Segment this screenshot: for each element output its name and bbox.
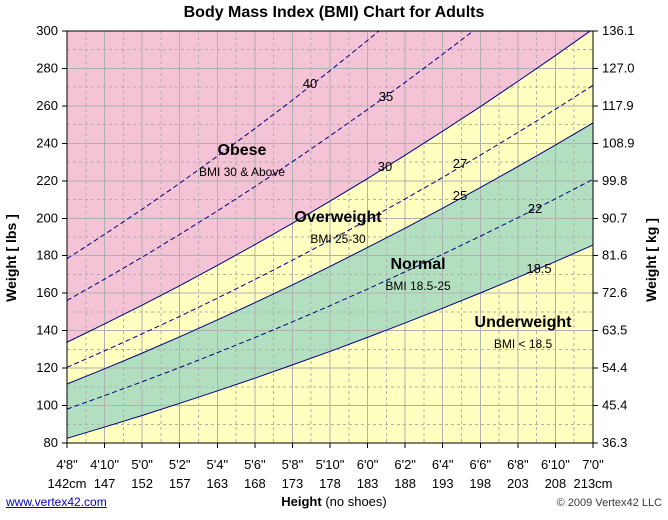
y-axis-title-lbs: Weight [ lbs ] (3, 214, 19, 302)
y-tick-label-lbs: 160 (36, 285, 58, 300)
x-axis-title-bold: Height (281, 494, 322, 509)
bmi-line-22 (66, 178, 594, 410)
bmi-line-35 (66, 30, 474, 301)
zone-sublabel-underweight: BMI < 18.5 (494, 337, 553, 351)
x-tick-label-cm: 188 (394, 476, 416, 491)
x-tick-label-ft: 5'4" (207, 457, 229, 472)
y-tick-label-lbs: 180 (36, 248, 58, 263)
x-tick-label-cm: 147 (94, 476, 116, 491)
y-tick-label-lbs: 120 (36, 360, 58, 375)
bmi-line-labels: 40 35 30 27 25 22 18.5 (303, 76, 552, 276)
x-tick-label-ft: 6'8" (507, 457, 529, 472)
y-tick-label-kg: 63.5 (602, 323, 627, 338)
zone-label-overweight: Overweight (294, 209, 382, 226)
tick-marks (62, 30, 598, 448)
x-tick-label-ft: 6'2" (394, 457, 416, 472)
y-tick-label-lbs: 100 (36, 398, 58, 413)
x-tick-label-ft: 4'8" (56, 457, 78, 472)
gridlines (67, 31, 593, 443)
y-tick-label-lbs: 300 (36, 23, 58, 38)
y-tick-label-kg: 136.1 (602, 23, 635, 38)
y-tick-label-kg: 45.4 (602, 398, 627, 413)
x-tick-label-ft: 5'0" (131, 457, 153, 472)
bmi-line-label-18-5: 18.5 (526, 261, 551, 276)
y-tick-label-kg: 99.8 (602, 173, 627, 188)
x-tick-label-cm: 193 (432, 476, 454, 491)
bmi-line-label-22: 22 (528, 201, 542, 216)
zone-sublabel-overweight: BMI 25-30 (310, 232, 366, 246)
zone-label-obese: Obese (218, 142, 267, 159)
vertex42-link[interactable]: www.vertex42.com (6, 495, 107, 509)
copyright-text: © 2009 Vertex42 LLC (556, 497, 662, 509)
bmi-line-label-30: 30 (378, 159, 392, 174)
x-tick-label-cm: 208 (545, 476, 567, 491)
zone-labels: Obese BMI 30 & Above Overweight BMI 25-30 No… (199, 142, 572, 351)
y-tick-label-kg: 117.9 (602, 98, 634, 113)
x-tick-label-cm: 152 (131, 476, 153, 491)
bmi-line-25 (66, 122, 594, 385)
x-tick-label-ft: 6'4" (432, 457, 454, 472)
y-tick-label-lbs: 220 (36, 173, 58, 188)
bmi-line-label-35: 35 (379, 89, 393, 104)
x-tick-label-cm: 168 (244, 476, 266, 491)
y-tick-label-lbs: 140 (36, 323, 58, 338)
x-tick-label-cm: 198 (469, 476, 491, 491)
x-tick-label-cm: 183 (357, 476, 379, 491)
x-axis-title-normal: (no shoes) (321, 494, 387, 509)
x-tick-label-ft: 6'0" (357, 457, 379, 472)
y-tick-label-lbs: 280 (36, 60, 58, 75)
bmi-line-40 (66, 30, 380, 260)
y-tick-label-lbs: 240 (36, 135, 58, 150)
y-axis-title-kg: Weight [ kg ] (643, 218, 659, 302)
x-tick-label-ft: 5'2" (169, 457, 191, 472)
bmi-line-label-25: 25 (453, 188, 467, 203)
bmi-lines (66, 30, 594, 439)
x-tick-label-cm: 142cm (47, 476, 86, 491)
x-tick-label-cm: 213cm (573, 476, 612, 491)
y-tick-label-kg: 54.4 (602, 360, 627, 375)
bmi-line-27 (66, 84, 594, 368)
x-tick-labels: 4'8" 142cm 4'10" 147 5'0" 152 5'2" 157 5'4" 163 5'… (47, 457, 612, 491)
bmi-line-label-40: 40 (303, 76, 317, 91)
x-tick-label-ft: 6'6" (470, 457, 492, 472)
bmi-line-label-27: 27 (453, 156, 467, 171)
y-tick-label-lbs: 80 (44, 435, 58, 450)
y-tick-label-kg: 108.9 (602, 135, 635, 150)
y-tick-label-lbs: 200 (36, 210, 58, 225)
x-tick-label-cm: 178 (319, 476, 341, 491)
x-tick-label-ft: 4'10" (90, 457, 119, 472)
x-tick-label-cm: 203 (507, 476, 529, 491)
x-axis-title: Height (no shoes) (0, 494, 668, 509)
x-tick-label-cm: 173 (282, 476, 304, 491)
y-tick-label-kg: 127.0 (602, 60, 635, 75)
y-tick-label-lbs: 260 (36, 98, 58, 113)
zone-label-underweight: Underweight (475, 314, 573, 331)
y-tick-label-kg: 36.3 (602, 435, 627, 450)
bmi-line-18-5 (66, 244, 594, 439)
y-tick-label-kg: 72.6 (602, 285, 627, 300)
zone-sublabel-obese: BMI 30 & Above (199, 165, 285, 179)
x-tick-label-ft: 5'8" (282, 457, 304, 472)
x-tick-label-ft: 7'0" (582, 457, 604, 472)
x-tick-label-cm: 157 (169, 476, 191, 491)
chart-title: Body Mass Index (BMI) Chart for Adults (183, 4, 485, 21)
x-tick-label-ft: 5'10" (316, 457, 345, 472)
bmi-line-30 (66, 30, 591, 343)
x-tick-label-ft: 6'10" (541, 457, 570, 472)
x-tick-label-ft: 5'6" (244, 457, 266, 472)
zone-label-normal: Normal (390, 256, 445, 273)
x-tick-label-cm: 163 (206, 476, 228, 491)
y-tick-label-kg: 90.7 (602, 210, 627, 225)
zone-sublabel-normal: BMI 18.5-25 (385, 279, 451, 293)
y-tick-label-kg: 81.6 (602, 248, 627, 263)
y-tick-labels: 80 36.3 100 45.4 120 54.4 140 63.5 160 72.6 180 81.… (36, 23, 634, 450)
